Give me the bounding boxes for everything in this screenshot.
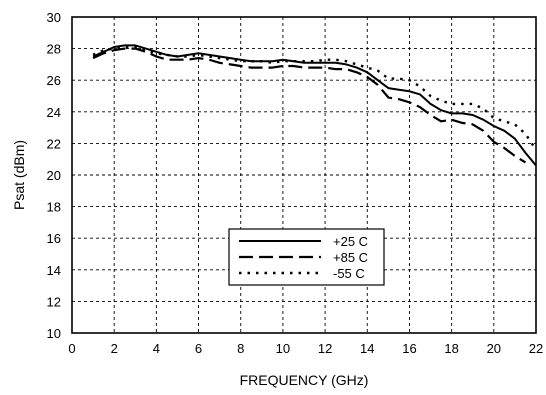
x-tick-label: 20 <box>487 341 501 356</box>
x-tick-label: 0 <box>68 341 75 356</box>
series-line-3 <box>92 45 537 151</box>
y-axis-label: Psat (dBm) <box>11 140 27 210</box>
y-tick-label: 10 <box>47 326 61 341</box>
y-tick-label: 26 <box>47 73 61 88</box>
x-tick-label: 2 <box>111 341 118 356</box>
series-lines <box>92 44 537 167</box>
series-line-2 <box>92 47 527 164</box>
y-tick-label: 20 <box>47 168 61 183</box>
legend-label: +85 C <box>333 250 368 265</box>
x-tick-label: 6 <box>195 341 202 356</box>
grid-lines <box>72 17 536 333</box>
y-tick-label: 16 <box>47 231 61 246</box>
y-tick-label: 12 <box>47 294 61 309</box>
legend: +25 C+85 C-55 C <box>228 228 385 286</box>
x-tick-label: 12 <box>318 341 332 356</box>
y-tick-label: 18 <box>47 200 61 215</box>
y-tick-label: 22 <box>47 136 61 151</box>
series-line-1 <box>92 44 537 167</box>
x-tick-label: 8 <box>237 341 244 356</box>
x-tick-label: 4 <box>153 341 160 356</box>
y-tick-label: 28 <box>47 42 61 57</box>
x-tick-label: 18 <box>444 341 458 356</box>
x-tick-label: 22 <box>529 341 543 356</box>
y-tick-label: 30 <box>47 10 61 25</box>
y-axis-ticks: 10 12 14 16 18 20 22 24 26 28 30 <box>47 10 61 341</box>
plot-area-border <box>71 16 537 334</box>
x-tick-label: 16 <box>402 341 416 356</box>
x-axis-ticks: 0 2 4 6 8 10 12 14 16 18 20 22 <box>68 341 543 356</box>
x-tick-label: 14 <box>360 341 374 356</box>
y-tick-label: 14 <box>47 263 61 278</box>
legend-label: -55 C <box>333 266 365 281</box>
y-tick-label: 24 <box>47 105 61 120</box>
x-tick-label: 10 <box>276 341 290 356</box>
legend-label: +25 C <box>333 234 368 249</box>
x-axis-label: FREQUENCY (GHz) <box>240 372 369 388</box>
